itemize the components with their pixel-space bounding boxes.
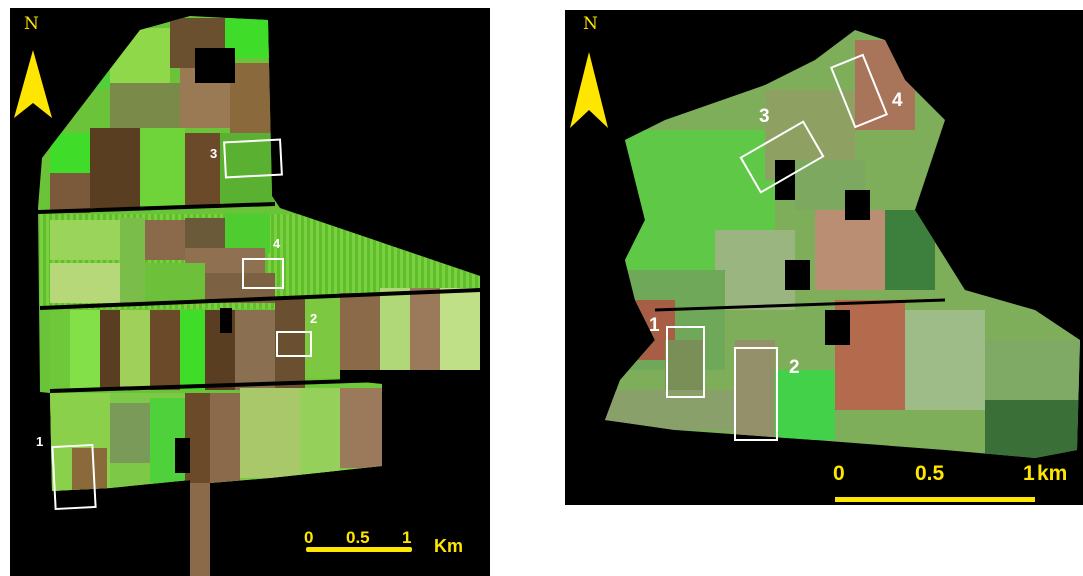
left-map-panel: N 3 4 2 1 0 0.5 1 Km (10, 8, 490, 576)
scale-tick-0.5: 0.5 (915, 462, 945, 485)
plot-label-4: 4 (892, 90, 903, 111)
scale-tick-1: 1 (402, 528, 412, 547)
plot-box-1 (51, 443, 97, 511)
left-satellite-image (14, 16, 481, 576)
plot-box-3 (223, 138, 283, 179)
plot-label-1: 1 (649, 315, 660, 336)
scale-tick-0.5: 0.5 (346, 528, 370, 547)
plot-box-2 (276, 331, 312, 357)
scale-tick-0: 0 (304, 528, 314, 547)
scale-tick-1: 1 (1023, 462, 1035, 485)
plot-label-4: 4 (273, 236, 281, 251)
plot-box-1 (666, 326, 705, 398)
scale-unit: Km (434, 536, 464, 556)
north-label: N (583, 14, 598, 34)
scale-bar (306, 547, 412, 552)
plot-label-1: 1 (36, 434, 44, 449)
plot-label-2: 2 (310, 311, 318, 326)
right-satellite-image (570, 30, 1080, 458)
north-label: N (24, 14, 39, 34)
plot-label-2: 2 (789, 357, 800, 378)
plot-label-3: 3 (210, 146, 218, 161)
plot-box-4 (242, 258, 284, 289)
plot-label-3: 3 (759, 106, 770, 127)
right-map-panel: N 4 3 1 2 0 0.5 1 km (565, 10, 1083, 505)
scale-tick-0: 0 (833, 462, 845, 485)
scale-bar (835, 497, 1035, 502)
plot-box-2 (734, 347, 778, 441)
scale-unit: km (1037, 462, 1068, 485)
